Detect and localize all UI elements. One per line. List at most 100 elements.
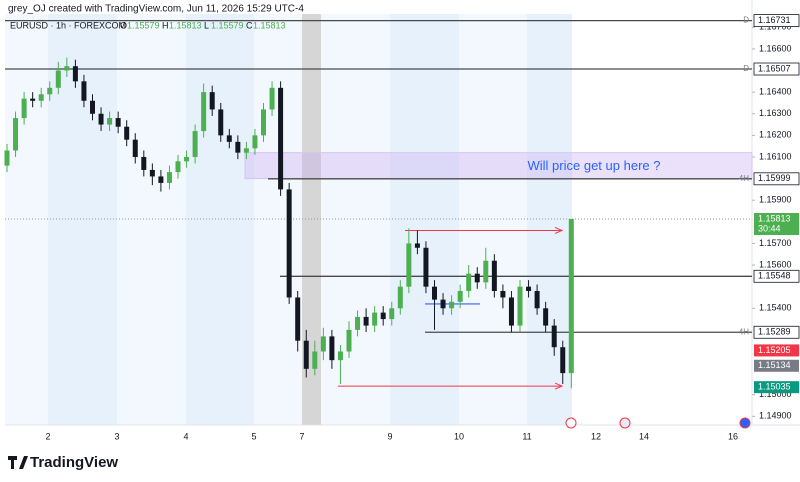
x-tick-label: 2 [45, 431, 50, 441]
candle-body [337, 351, 343, 361]
candle-body [90, 100, 95, 114]
candle-body [389, 308, 395, 320]
candle-body [192, 131, 198, 157]
x-tick-label: 7 [299, 431, 304, 441]
band [390, 14, 459, 425]
ohlc-key: L [204, 20, 209, 30]
candle-body [72, 66, 78, 82]
countdown: 30:44 [758, 223, 781, 233]
arrow-head [554, 382, 564, 390]
zone [244, 152, 753, 180]
y-tick-label: 1.14900 [759, 411, 792, 421]
price-tag-label: 1.15134 [758, 360, 791, 370]
candle-body [483, 260, 489, 283]
candle-body [397, 286, 403, 309]
bottom-icons [565, 417, 751, 429]
candle-body [226, 135, 232, 142]
x-tick-label: 16 [728, 431, 738, 441]
x-tick-label: 14 [639, 431, 649, 441]
x-tick-label: 5 [251, 431, 256, 441]
candle-body [380, 312, 386, 320]
candle-body [243, 148, 249, 153]
ohlc-key: H [162, 20, 169, 30]
event-icon [739, 417, 751, 429]
zone-text: Will price get up here ? [528, 158, 661, 173]
y-tick-label: 1.15900 [759, 195, 792, 205]
x-tick-label: 12 [591, 431, 601, 441]
candle-body [38, 94, 44, 101]
candle-body [218, 109, 224, 136]
x-tick-label: 11 [522, 431, 531, 441]
candle-body [543, 308, 549, 326]
level-tag-label: 1.15289 [758, 327, 791, 337]
arrow-head [554, 227, 564, 234]
level-timeframe: 4H [739, 174, 749, 183]
price-tag-label: 1.15205 [758, 345, 791, 355]
candle-body [209, 92, 215, 110]
candle-body [449, 301, 455, 309]
ohlc-value: 1.15813 [169, 20, 202, 30]
candle-body [406, 243, 412, 287]
candle-body [534, 290, 540, 309]
candle-body [457, 290, 463, 302]
ohlc-value: 1.15813 [253, 20, 286, 30]
band [186, 14, 254, 425]
level-tag [753, 14, 800, 27]
level-tag [753, 172, 800, 186]
candle-body [252, 135, 258, 149]
x-tick-label: 3 [114, 431, 119, 441]
price-tag-label: 1.15813 [758, 213, 791, 223]
price-tag [754, 344, 799, 357]
brand: TradingView [30, 454, 118, 471]
band [459, 14, 527, 425]
y-tick-label: 1.16600 [759, 43, 792, 53]
level-tag [753, 62, 800, 76]
symbol: EURUSD · 1h · FOREXCOM [10, 20, 126, 30]
band [321, 14, 390, 425]
candle-body [149, 169, 155, 177]
candle-body [560, 347, 566, 374]
candle-body [363, 316, 369, 326]
candle-body [184, 156, 190, 162]
x-tick-label: 4 [183, 431, 188, 441]
y-tick-label: 1.15000 [759, 389, 792, 399]
band [117, 14, 186, 425]
candle-body [132, 139, 138, 157]
price-tag [754, 381, 799, 394]
candle-body [372, 312, 378, 326]
level-timeframe: D [743, 16, 749, 25]
candle-body [141, 156, 147, 170]
candle-body [295, 297, 301, 341]
level-tag [753, 269, 800, 283]
level-timeframe: 4H [739, 327, 749, 336]
candle-body [235, 141, 241, 153]
candle-body [13, 118, 19, 151]
level-tag-label: 1.16731 [758, 15, 791, 25]
candle-body [440, 299, 446, 309]
candle-body [158, 176, 164, 183]
logo-mark [8, 456, 28, 469]
candle-body [474, 273, 480, 283]
candle-body [269, 87, 275, 110]
level-tag-label: 1.15548 [758, 271, 791, 281]
candle-body [47, 87, 53, 95]
ohlc-legend: O 1.15579 H 1.15813 L 1.15579 C 1.15813 [120, 20, 286, 30]
y-tick-label: 1.16200 [759, 130, 792, 140]
candle-body [278, 87, 284, 190]
price-tag-label: 1.15035 [758, 382, 791, 392]
candle-body [526, 286, 532, 291]
candle-body [98, 113, 104, 125]
candle-body [346, 329, 352, 352]
candle-body [466, 273, 472, 291]
candle-body [30, 98, 36, 101]
candle-body [55, 70, 61, 88]
candle-body [166, 172, 172, 183]
y-tick-label: 1.16400 [759, 87, 792, 97]
y-tick-label: 1.15400 [759, 303, 792, 313]
y-tick-label: 1.16100 [759, 151, 792, 161]
credit: grey_OJ created with TradingView.com, Ju… [8, 4, 304, 15]
candle-body [329, 336, 335, 361]
candle-body [312, 351, 318, 369]
